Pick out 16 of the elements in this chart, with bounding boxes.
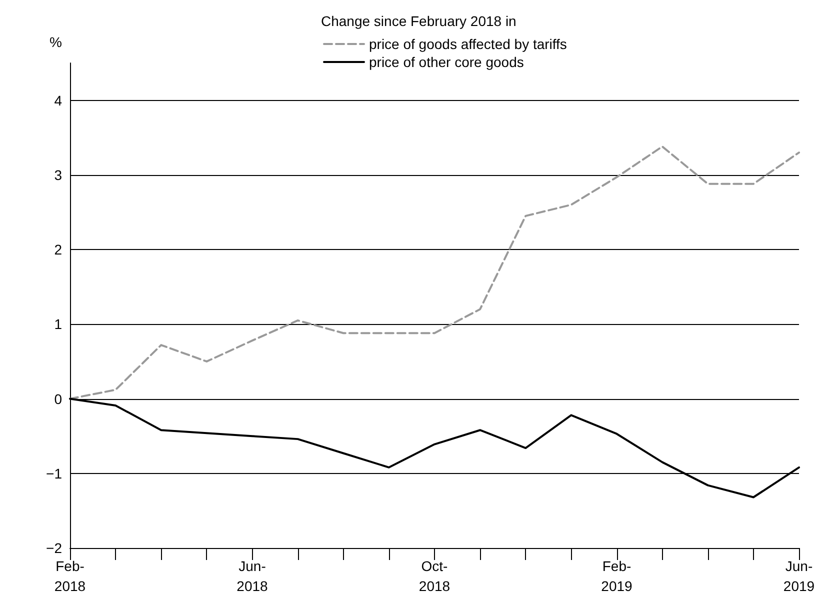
legend-title: Change since February 2018 in: [321, 13, 516, 29]
x-tick-label: Feb- 2018: [54, 558, 86, 594]
y-tick-label: 0: [54, 390, 62, 407]
x-tick-label: Jun- 2018: [236, 558, 268, 594]
y-tick-label: 2: [54, 242, 62, 258]
legend-label: price of goods affected by tariffs: [369, 36, 567, 52]
y-tick-label: 3: [54, 166, 62, 183]
x-tick-label: Feb- 2019: [601, 558, 633, 594]
y-tick-label: 4: [54, 92, 62, 108]
x-tick-label: Jun- 2019: [783, 558, 815, 594]
legend-label: price of other core goods: [369, 54, 524, 70]
x-tick-label: Oct- 2018: [418, 558, 450, 594]
y-tick-label: −1: [46, 465, 62, 482]
y-axis-title: %: [50, 34, 62, 50]
y-tick-label: −2: [46, 540, 62, 556]
y-tick-label: 1: [54, 316, 62, 332]
